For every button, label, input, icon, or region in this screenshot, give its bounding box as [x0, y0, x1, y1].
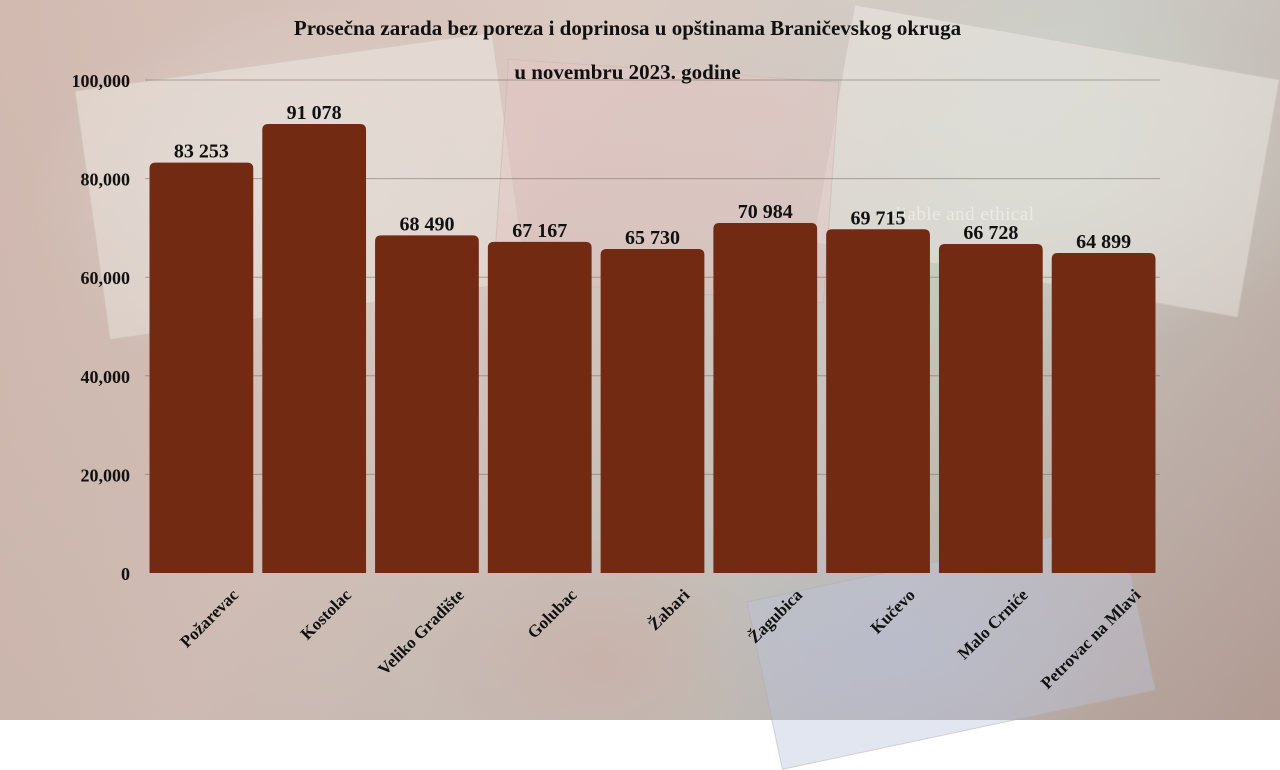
- y-tick-label: 80,000: [81, 170, 131, 190]
- x-tick-label: Žabari: [644, 585, 693, 634]
- chart-title-line1: Prosečna zarada bez poreza i doprinosa u…: [293, 16, 962, 40]
- data-label: 65 730: [625, 227, 680, 249]
- x-tick-label: Veliko Gradište: [374, 585, 468, 679]
- data-label: 69 715: [851, 207, 906, 229]
- y-tick-label: 40,000: [81, 367, 131, 387]
- data-label: 66 728: [963, 222, 1018, 244]
- watermark-text: reliable and ethical: [880, 204, 1035, 225]
- data-label: 83 253: [174, 141, 229, 163]
- x-tick-label: Žagubica: [745, 585, 807, 647]
- bar: [713, 223, 818, 573]
- bar: [826, 229, 930, 573]
- x-tick-label: Golubac: [524, 585, 581, 642]
- bar: [600, 248, 705, 573]
- bar-chart: 0 20,000 40,000 60,000 80,000 100,000 83 253 Po…: [72, 71, 1160, 693]
- bar: [1051, 253, 1156, 574]
- data-label: 64 899: [1076, 231, 1131, 253]
- x-tick-label: Kostolac: [297, 585, 355, 643]
- bar: [262, 123, 367, 573]
- y-tick-label: 0: [121, 564, 130, 584]
- x-tick-label: Petrovac na Mlavi: [1037, 585, 1145, 693]
- bar: [487, 241, 592, 573]
- y-tick-label: 100,000: [72, 71, 131, 91]
- bar: [149, 162, 254, 573]
- x-tick-label: Požarevac: [176, 585, 242, 651]
- y-tick-label: 20,000: [81, 465, 131, 485]
- x-tick-label: Kučevo: [867, 585, 919, 637]
- bar: [375, 235, 479, 573]
- data-label: 68 490: [399, 213, 454, 235]
- data-label: 91 078: [287, 102, 342, 124]
- y-tick-label: 60,000: [81, 268, 131, 288]
- data-label: 70 984: [738, 201, 793, 223]
- data-label: 67 167: [512, 220, 567, 242]
- x-tick-label: Malo Crniće: [954, 585, 1032, 663]
- bar: [938, 244, 1043, 574]
